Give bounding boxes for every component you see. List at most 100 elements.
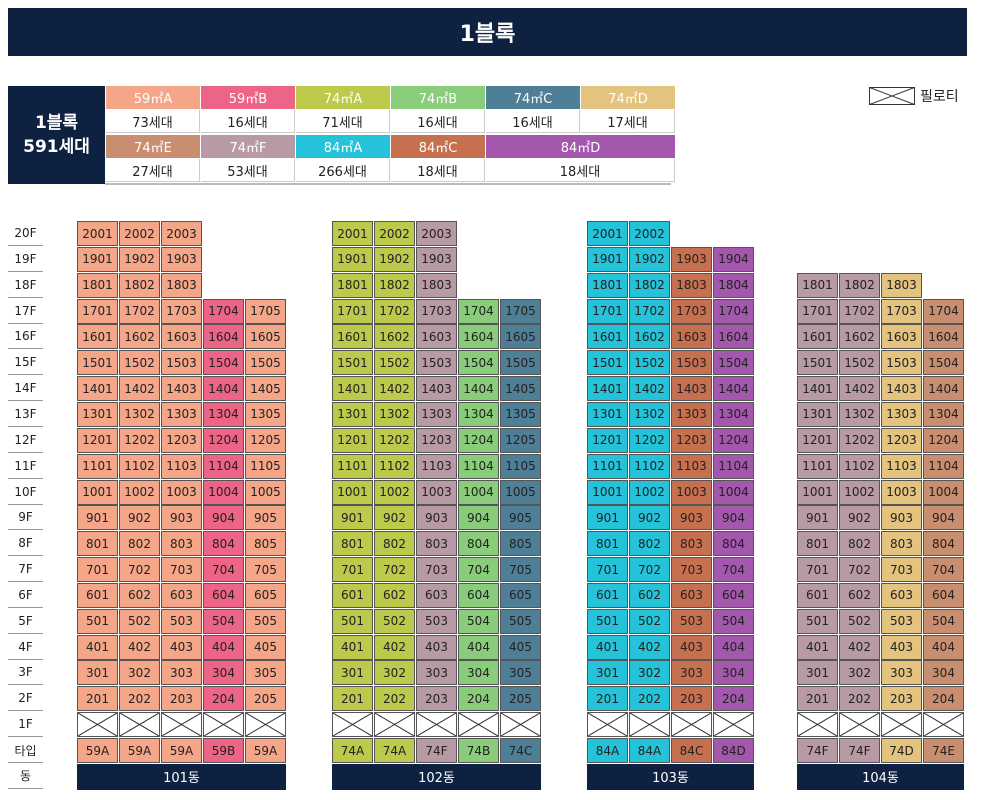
unit-cell[interactable]: 1301 xyxy=(332,401,373,427)
unit-cell[interactable]: 705 xyxy=(245,557,286,583)
unit-cell[interactable]: 303 xyxy=(161,660,202,686)
unit-cell[interactable]: 903 xyxy=(671,505,712,531)
unit-cell[interactable]: 1903 xyxy=(161,246,202,272)
unit-cell[interactable]: 1903 xyxy=(416,246,457,272)
unit-cell[interactable]: 201 xyxy=(77,686,118,712)
unit-cell[interactable]: 1505 xyxy=(245,350,286,376)
unit-cell[interactable]: 503 xyxy=(881,608,922,634)
unit-cell[interactable]: 2003 xyxy=(416,221,457,246)
unit-cell[interactable]: 1304 xyxy=(713,401,754,427)
unit-cell[interactable]: 1901 xyxy=(587,246,628,272)
unit-cell[interactable]: 401 xyxy=(587,634,628,660)
unit-cell[interactable]: 1803 xyxy=(881,272,922,298)
unit-cell[interactable]: 703 xyxy=(671,557,712,583)
unit-cell[interactable]: 1801 xyxy=(797,272,838,298)
unit-cell[interactable]: 204 xyxy=(458,686,499,712)
unit-cell[interactable]: 1405 xyxy=(500,376,541,402)
unit-cell[interactable]: 1603 xyxy=(416,324,457,350)
unit-cell[interactable]: 701 xyxy=(332,557,373,583)
unit-cell[interactable]: 1004 xyxy=(713,479,754,505)
unit-cell[interactable]: 404 xyxy=(713,634,754,660)
unit-cell[interactable]: 1501 xyxy=(77,350,118,376)
unit-cell[interactable]: 405 xyxy=(500,634,541,660)
unit-cell[interactable]: 1402 xyxy=(119,376,160,402)
unit-cell[interactable]: 1501 xyxy=(797,350,838,376)
unit-cell[interactable]: 1902 xyxy=(119,246,160,272)
unit-cell[interactable]: 205 xyxy=(500,686,541,712)
unit-cell[interactable]: 503 xyxy=(161,608,202,634)
unit-cell[interactable]: 1601 xyxy=(797,324,838,350)
unit-cell[interactable]: 801 xyxy=(77,531,118,557)
unit-cell[interactable]: 301 xyxy=(587,660,628,686)
unit-cell[interactable]: 1504 xyxy=(923,350,964,376)
unit-cell[interactable]: 1102 xyxy=(629,453,670,479)
unit-cell[interactable]: 802 xyxy=(119,531,160,557)
unit-cell[interactable]: 802 xyxy=(839,531,880,557)
unit-cell[interactable]: 502 xyxy=(374,608,415,634)
unit-cell[interactable]: 1101 xyxy=(332,453,373,479)
unit-cell[interactable]: 604 xyxy=(923,582,964,608)
unit-cell[interactable]: 1004 xyxy=(923,479,964,505)
unit-cell[interactable]: 1702 xyxy=(119,298,160,324)
unit-cell[interactable]: 704 xyxy=(203,557,244,583)
unit-cell[interactable]: 1204 xyxy=(923,427,964,453)
unit-cell[interactable]: 904 xyxy=(203,505,244,531)
unit-cell[interactable]: 1301 xyxy=(77,401,118,427)
unit-cell[interactable]: 605 xyxy=(500,582,541,608)
unit-cell[interactable]: 202 xyxy=(839,686,880,712)
unit-cell[interactable]: 1502 xyxy=(629,350,670,376)
unit-cell[interactable]: 403 xyxy=(416,634,457,660)
unit-cell[interactable]: 1603 xyxy=(881,324,922,350)
unit-cell[interactable]: 1205 xyxy=(500,427,541,453)
unit-cell[interactable]: 401 xyxy=(797,634,838,660)
unit-cell[interactable]: 1901 xyxy=(332,246,373,272)
unit-cell[interactable]: 1403 xyxy=(881,376,922,402)
unit-cell[interactable]: 1404 xyxy=(923,376,964,402)
unit-cell[interactable]: 1203 xyxy=(881,427,922,453)
unit-cell[interactable]: 1802 xyxy=(374,272,415,298)
unit-cell[interactable]: 903 xyxy=(161,505,202,531)
unit-cell[interactable]: 1001 xyxy=(77,479,118,505)
unit-cell[interactable]: 305 xyxy=(245,660,286,686)
unit-cell[interactable]: 1003 xyxy=(881,479,922,505)
unit-cell[interactable]: 1401 xyxy=(797,376,838,402)
unit-cell[interactable]: 202 xyxy=(374,686,415,712)
unit-cell[interactable]: 1602 xyxy=(374,324,415,350)
unit-cell[interactable]: 1502 xyxy=(374,350,415,376)
unit-cell[interactable]: 501 xyxy=(77,608,118,634)
unit-cell[interactable]: 1305 xyxy=(245,401,286,427)
unit-cell[interactable]: 402 xyxy=(119,634,160,660)
unit-cell[interactable]: 805 xyxy=(245,531,286,557)
unit-cell[interactable]: 1705 xyxy=(245,298,286,324)
unit-cell[interactable]: 1103 xyxy=(416,453,457,479)
unit-cell[interactable]: 1504 xyxy=(458,350,499,376)
unit-cell[interactable]: 1702 xyxy=(629,298,670,324)
unit-cell[interactable]: 804 xyxy=(458,531,499,557)
unit-cell[interactable]: 1703 xyxy=(671,298,712,324)
unit-cell[interactable]: 1002 xyxy=(629,479,670,505)
unit-cell[interactable]: 1102 xyxy=(119,453,160,479)
unit-cell[interactable]: 905 xyxy=(500,505,541,531)
unit-cell[interactable]: 901 xyxy=(77,505,118,531)
unit-cell[interactable]: 1103 xyxy=(161,453,202,479)
unit-cell[interactable]: 1204 xyxy=(203,427,244,453)
unit-cell[interactable]: 2002 xyxy=(119,221,160,246)
unit-cell[interactable]: 303 xyxy=(881,660,922,686)
unit-cell[interactable]: 702 xyxy=(374,557,415,583)
unit-cell[interactable]: 1104 xyxy=(203,453,244,479)
unit-cell[interactable]: 601 xyxy=(332,582,373,608)
unit-cell[interactable]: 604 xyxy=(458,582,499,608)
unit-cell[interactable]: 205 xyxy=(245,686,286,712)
unit-cell[interactable]: 1802 xyxy=(839,272,880,298)
unit-cell[interactable]: 1401 xyxy=(77,376,118,402)
unit-cell[interactable]: 1202 xyxy=(374,427,415,453)
unit-cell[interactable]: 1503 xyxy=(416,350,457,376)
unit-cell[interactable]: 1203 xyxy=(671,427,712,453)
unit-cell[interactable]: 805 xyxy=(500,531,541,557)
unit-cell[interactable]: 203 xyxy=(161,686,202,712)
unit-cell[interactable]: 1001 xyxy=(587,479,628,505)
unit-cell[interactable]: 703 xyxy=(416,557,457,583)
unit-cell[interactable]: 901 xyxy=(332,505,373,531)
unit-cell[interactable]: 904 xyxy=(458,505,499,531)
unit-cell[interactable]: 1902 xyxy=(374,246,415,272)
